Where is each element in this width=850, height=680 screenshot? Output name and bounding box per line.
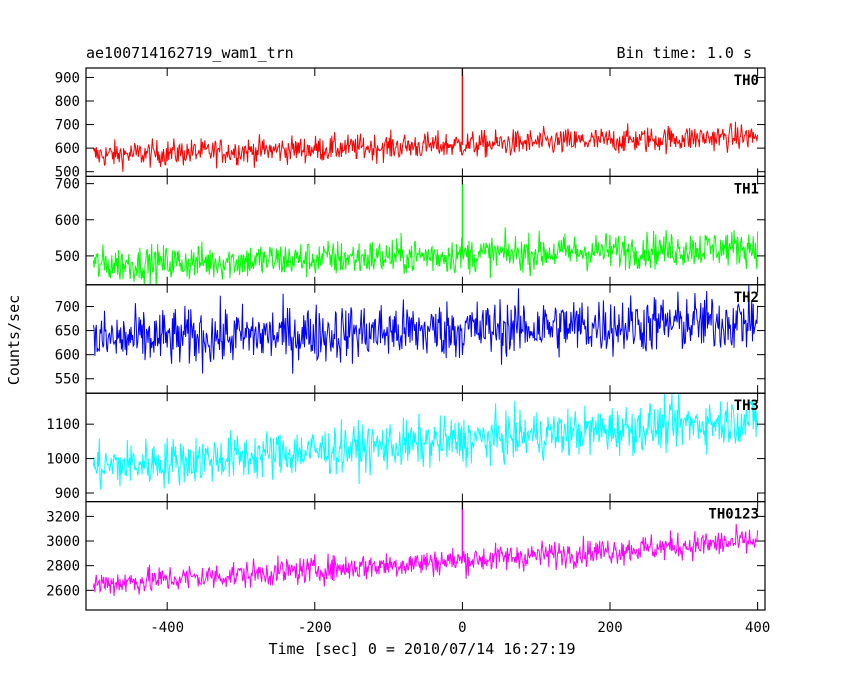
panel-label-th0123: TH0123 [708,507,759,523]
panel-frame-th3 [85,392,766,503]
y-tick-label: 550 [55,372,80,388]
y-tick-label: 3000 [46,534,80,550]
y-tick-label: 500 [55,249,80,265]
panel-label-th2: TH2 [734,290,759,306]
series-line-th2 [92,284,759,374]
y-tick-label: 700 [55,177,80,193]
y-tick-label: 600 [55,213,80,229]
x-tick-label: 400 [745,620,770,636]
y-tick-label: 1100 [46,417,80,433]
y-tick-label: 700 [55,118,80,134]
chart-title: ae100714162719_wam1_trn [86,44,294,62]
y-tick-label: 900 [55,486,80,502]
y-tick-label: 650 [55,324,80,340]
y-tick-label: 2800 [46,559,80,575]
y-tick-label: 700 [55,299,80,315]
y-tick-label: 2600 [46,583,80,599]
x-tick-label: -400 [150,620,184,636]
panel-label-th1: TH1 [734,181,759,197]
series-line-th1 [92,227,759,285]
y-tick-label: 600 [55,141,80,157]
x-tick-label: 0 [458,620,466,636]
y-tick-label: 600 [55,348,80,364]
panel-label-th0: TH0 [734,73,759,89]
bin-time-label: Bin time: 1.0 s [616,44,752,62]
panel-label-th3: TH3 [734,398,759,414]
y-tick-label: 800 [55,94,80,110]
x-axis-label: Time [sec] 0 = 2010/07/14 16:27:19 [268,640,576,658]
series-line-th3 [92,393,759,490]
series-line-th0 [92,121,759,172]
x-tick-label: -200 [298,620,332,636]
series-line-th0123 [92,523,759,597]
y-tick-label: 500 [55,165,80,181]
panel-frame-th0123 [85,501,766,611]
y-tick-label: 3200 [46,509,80,525]
y-tick-label: 1000 [46,452,80,468]
y-tick-label: 900 [55,70,80,86]
panel-frame-th0 [85,67,766,178]
x-tick-label: 200 [597,620,622,636]
